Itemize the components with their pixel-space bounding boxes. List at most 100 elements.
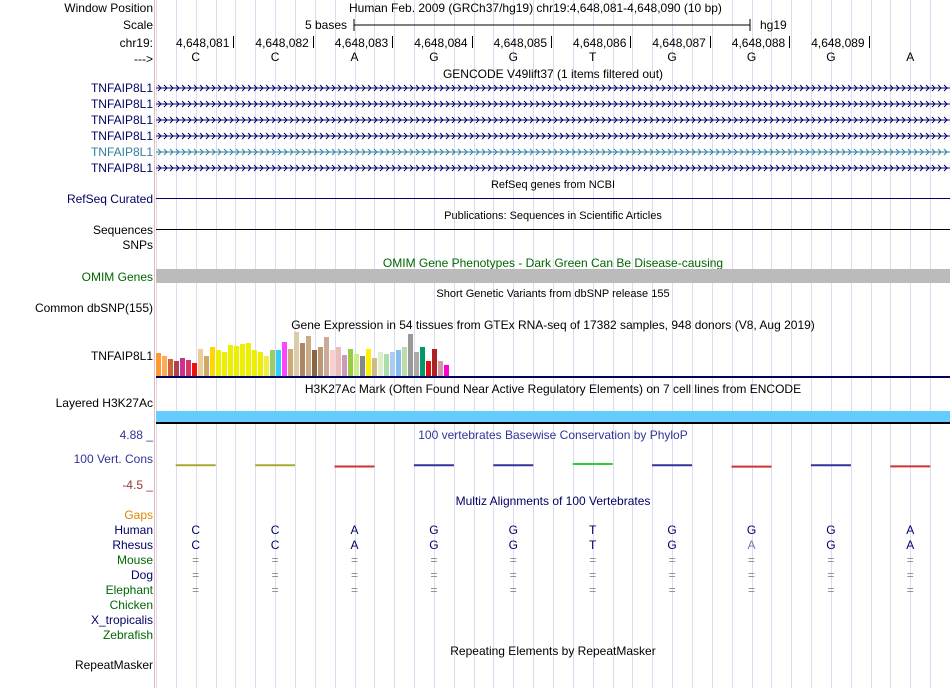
strand-chevron bbox=[529, 100, 534, 108]
strand-chevron bbox=[901, 164, 906, 172]
gencode-transcript-label[interactable]: TNFAIP8L1 bbox=[90, 81, 153, 95]
repeatmasker-track-title[interactable]: Repeating Elements by RepeatMasker bbox=[450, 644, 656, 658]
strand-chevron bbox=[391, 148, 396, 156]
gencode-transcript-label[interactable]: TNFAIP8L1 bbox=[90, 129, 153, 143]
gtex-gene-label[interactable]: TNFAIP8L1 bbox=[90, 349, 153, 363]
strand-chevron bbox=[271, 116, 276, 124]
strand-chevron bbox=[319, 164, 324, 172]
strand-chevron bbox=[409, 100, 414, 108]
ruler-tick bbox=[789, 36, 791, 48]
h3k27ac-signal-bar[interactable] bbox=[156, 411, 950, 422]
gtex-tissue-bar bbox=[228, 345, 233, 376]
strand-chevron bbox=[235, 84, 240, 92]
common-dbsnp-label[interactable]: Common dbSNP(155) bbox=[34, 301, 153, 315]
alignment-base: G bbox=[826, 523, 836, 537]
gencode-transcript-label[interactable]: TNFAIP8L1 bbox=[90, 145, 153, 159]
strand-chevron bbox=[919, 132, 924, 140]
gtex-tissue-bar bbox=[354, 354, 359, 376]
sequences-label[interactable]: Sequences bbox=[92, 223, 153, 237]
snps-label[interactable]: SNPs bbox=[122, 238, 153, 252]
strand-chevron bbox=[817, 148, 822, 156]
strand-chevron bbox=[715, 164, 720, 172]
strand-chevron bbox=[883, 100, 888, 108]
strand-chevron bbox=[205, 116, 210, 124]
strand-chevron bbox=[757, 148, 762, 156]
strand-chevron bbox=[901, 100, 906, 108]
gencode-track-title[interactable]: GENCODE V49lift37 (1 items filtered out) bbox=[442, 67, 664, 81]
strand-chevron bbox=[919, 100, 924, 108]
strand-chevron bbox=[811, 100, 816, 108]
refseq-curated-label[interactable]: RefSeq Curated bbox=[66, 192, 153, 206]
strand-chevron bbox=[283, 116, 288, 124]
ruler-tick bbox=[392, 36, 394, 48]
omim-phenotype-bar[interactable] bbox=[156, 269, 950, 283]
strand-chevron bbox=[829, 164, 834, 172]
strand-chevron bbox=[943, 132, 948, 140]
strand-chevron bbox=[625, 148, 630, 156]
species-label[interactable]: Elephant bbox=[105, 583, 153, 597]
repeatmasker-label[interactable]: RepeatMasker bbox=[74, 658, 153, 672]
strand-chevron bbox=[637, 164, 642, 172]
omim-track-title[interactable]: OMIM Gene Phenotypes - Dark Green Can Be… bbox=[382, 256, 724, 270]
strand-chevron bbox=[361, 100, 366, 108]
strand-chevron bbox=[805, 164, 810, 172]
strand-chevron bbox=[517, 132, 522, 140]
strand-chevron bbox=[283, 164, 288, 172]
strand-chevron bbox=[535, 84, 540, 92]
strand-chevron bbox=[811, 164, 816, 172]
strand-chevron bbox=[523, 116, 528, 124]
species-label[interactable]: Rhesus bbox=[112, 538, 153, 552]
strand-chevron bbox=[193, 132, 198, 140]
gtex-tissue-bar bbox=[282, 342, 287, 376]
strand-chevron bbox=[673, 164, 678, 172]
strand-chevron bbox=[643, 148, 648, 156]
gencode-transcript-track[interactable] bbox=[156, 115, 950, 125]
gencode-transcript-track[interactable] bbox=[156, 163, 950, 173]
gencode-transcript-track[interactable] bbox=[156, 99, 950, 109]
strand-chevron bbox=[841, 164, 846, 172]
gencode-transcript-track[interactable] bbox=[156, 83, 950, 93]
strand-chevron bbox=[379, 100, 384, 108]
strand-chevron bbox=[631, 148, 636, 156]
gtex-expression-bars[interactable] bbox=[156, 332, 950, 378]
gtex-track-title[interactable]: Gene Expression in 54 tissues from GTEx … bbox=[291, 318, 815, 332]
strand-chevron bbox=[541, 164, 546, 172]
publications-track-title[interactable]: Publications: Sequences in Scientific Ar… bbox=[444, 210, 662, 222]
strand-chevron bbox=[787, 148, 792, 156]
strand-chevron bbox=[235, 132, 240, 140]
gencode-transcript-label[interactable]: TNFAIP8L1 bbox=[90, 161, 153, 175]
species-label[interactable]: Human bbox=[114, 523, 153, 537]
gencode-transcript-label[interactable]: TNFAIP8L1 bbox=[90, 97, 153, 111]
strand-chevron bbox=[421, 132, 426, 140]
strand-chevron bbox=[613, 100, 618, 108]
strand-chevron bbox=[535, 116, 540, 124]
omim-genes-label[interactable]: OMIM Genes bbox=[81, 270, 153, 284]
layered-h3k27ac-label[interactable]: Layered H3K27Ac bbox=[55, 396, 153, 410]
strand-chevron bbox=[805, 148, 810, 156]
strand-chevron bbox=[583, 116, 588, 124]
strand-chevron bbox=[787, 132, 792, 140]
species-label[interactable]: Zebrafish bbox=[102, 628, 153, 642]
species-label[interactable]: Dog bbox=[130, 568, 153, 582]
gencode-transcript-track[interactable] bbox=[156, 147, 950, 157]
vert-cons-label[interactable]: 100 Vert. Cons bbox=[73, 452, 153, 466]
refseq-track-title[interactable]: RefSeq genes from NCBI bbox=[490, 179, 616, 191]
dbsnp-track-title[interactable]: Short Genetic Variants from dbSNP releas… bbox=[436, 288, 670, 300]
species-label[interactable]: Chicken bbox=[109, 598, 153, 612]
strand-chevron bbox=[187, 132, 192, 140]
strand-chevron bbox=[769, 84, 774, 92]
gencode-transcript-track[interactable] bbox=[156, 131, 950, 141]
strand-chevron bbox=[559, 84, 564, 92]
strand-chevron bbox=[277, 100, 282, 108]
strand-chevron bbox=[823, 132, 828, 140]
strand-chevron bbox=[595, 84, 600, 92]
strand-chevron bbox=[241, 148, 246, 156]
phylop-score-marks[interactable] bbox=[156, 456, 950, 476]
strand-chevron bbox=[871, 132, 876, 140]
multiz-track-title[interactable]: Multiz Alignments of 100 Vertebrates bbox=[455, 494, 651, 508]
species-label[interactable]: X_tropicalis bbox=[90, 613, 153, 627]
h3k27ac-track-title[interactable]: H3K27Ac Mark (Often Found Near Active Re… bbox=[304, 382, 802, 396]
gencode-transcript-label[interactable]: TNFAIP8L1 bbox=[90, 113, 153, 127]
species-label[interactable]: Mouse bbox=[116, 553, 153, 567]
phylop-track-title[interactable]: 100 vertebrates Basewise Conservation by… bbox=[418, 428, 688, 442]
